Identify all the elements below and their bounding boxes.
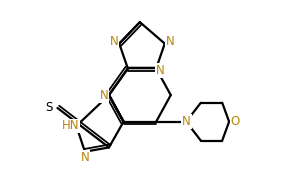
- Text: N: N: [156, 64, 165, 77]
- Text: HN: HN: [62, 120, 79, 133]
- Text: N: N: [110, 35, 118, 48]
- Text: N: N: [81, 151, 89, 164]
- Text: O: O: [231, 115, 240, 128]
- Text: N: N: [166, 35, 174, 48]
- Text: N: N: [99, 89, 108, 102]
- Text: S: S: [45, 101, 53, 115]
- Text: N: N: [182, 115, 191, 128]
